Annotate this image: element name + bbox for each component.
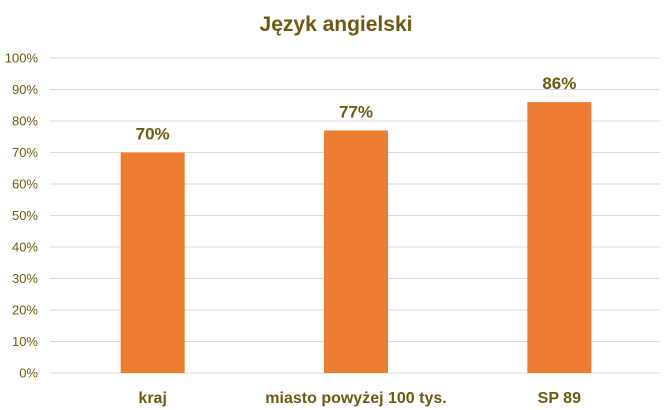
bar (324, 130, 388, 373)
x-axis-ticks: kraj miasto powyżej 100 tys. SP 89 (138, 390, 581, 407)
y-tick-label: 70% (12, 145, 38, 160)
y-tick-label: 50% (12, 208, 38, 223)
y-tick-label: 80% (12, 114, 38, 129)
y-tick-label: 90% (12, 82, 38, 97)
data-label: 70% (136, 125, 170, 144)
y-tick-label: 20% (12, 303, 38, 318)
chart-title: Język angielski (260, 13, 413, 36)
y-tick-label: 60% (12, 177, 38, 192)
y-axis-ticks: 0% 10% 20% 30% 40% 50% 60% 70% 80% 90% 100% (5, 51, 39, 381)
y-tick-label: 10% (12, 334, 38, 349)
y-tick-label: 40% (12, 240, 38, 255)
bar (527, 102, 592, 373)
y-tick-label: 100% (5, 51, 39, 66)
y-tick-label: 30% (12, 271, 38, 286)
x-tick-label: kraj (138, 390, 166, 407)
data-label: 86% (542, 74, 576, 93)
data-label: 77% (339, 102, 373, 121)
data-labels: 70% 77% 86% (136, 74, 577, 143)
bars (120, 102, 592, 373)
x-tick-label: miasto powyżej 100 tys. (265, 390, 446, 407)
y-tick-label: 0% (19, 366, 38, 381)
bar (120, 152, 185, 373)
x-tick-label: SP 89 (538, 390, 581, 407)
